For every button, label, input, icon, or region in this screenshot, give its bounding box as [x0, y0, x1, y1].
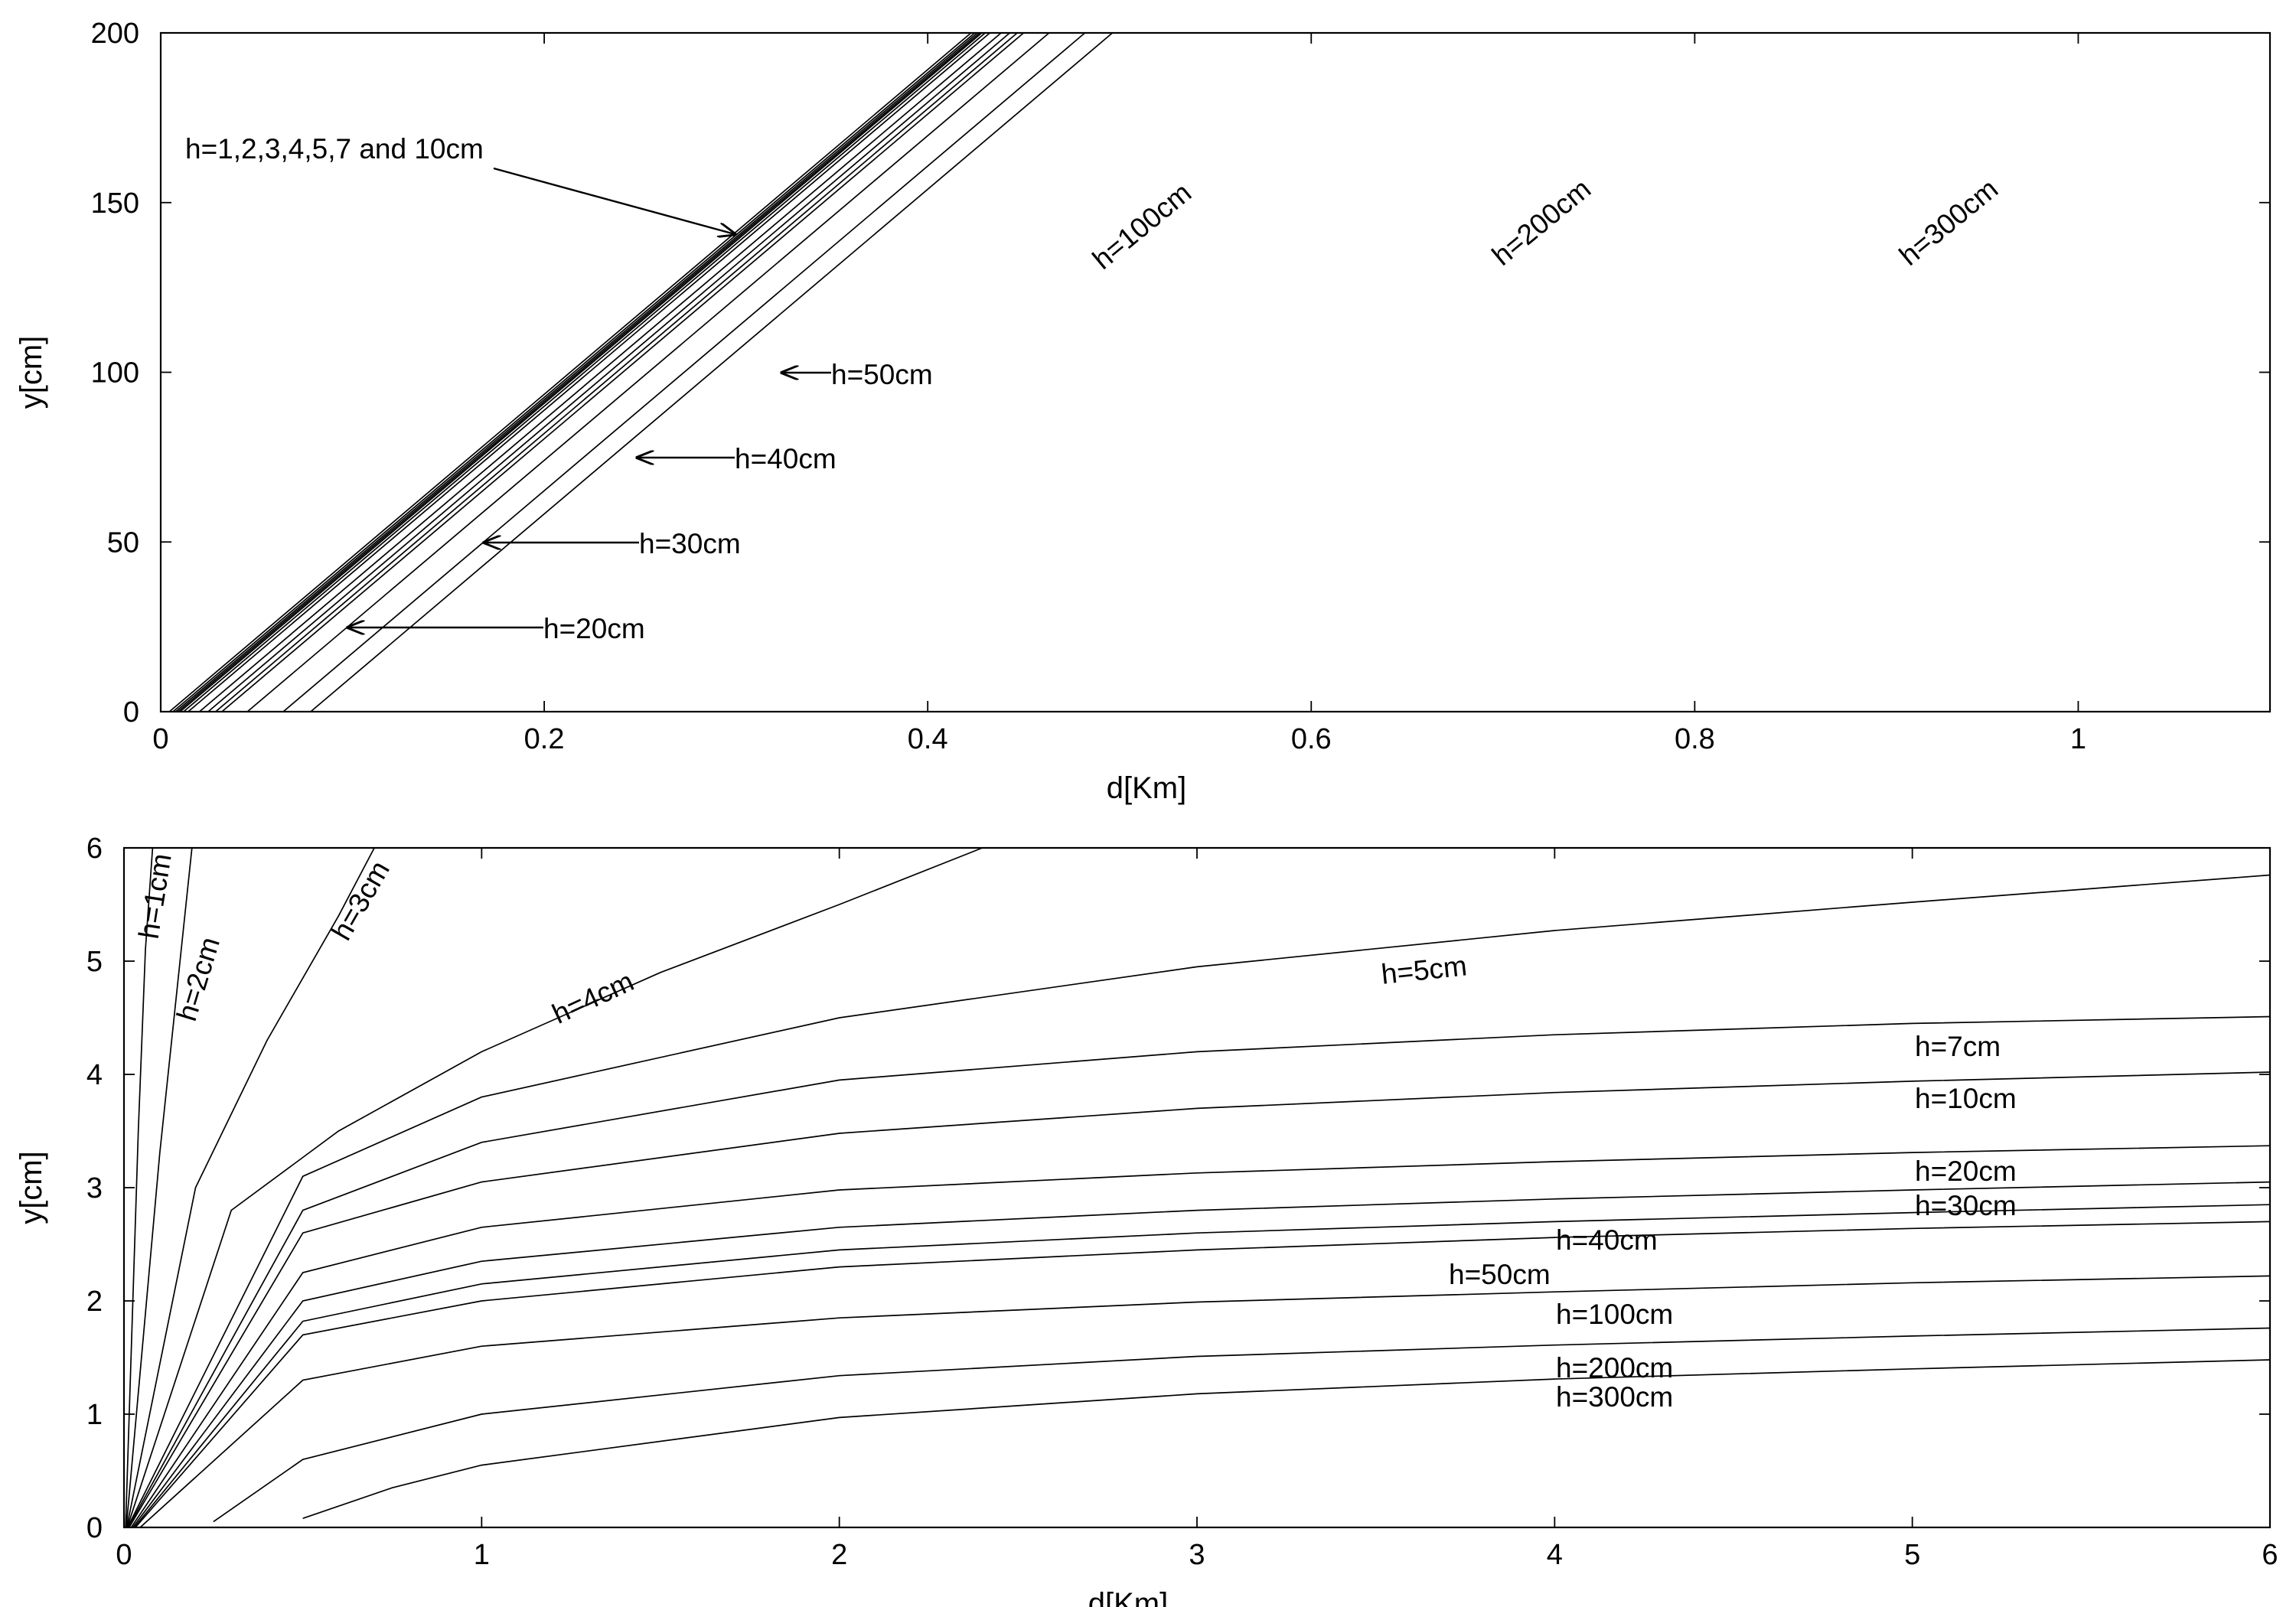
- x-tick-label: 0.6: [1291, 723, 1332, 755]
- y-tick-label: 1: [86, 1399, 103, 1431]
- annotation-label-h-30cm: h=30cm: [1915, 1190, 2017, 1221]
- annotation-label-h-40cm: h=40cm: [1556, 1224, 1658, 1256]
- x-tick-label: 6: [2262, 1539, 2278, 1571]
- y-tick-label: 0: [86, 1512, 103, 1544]
- x-tick-label: 3: [1189, 1539, 1205, 1571]
- annotation-label-h-20cm: h=20cm: [1915, 1156, 2017, 1187]
- plot-frame: [122, 846, 2272, 1529]
- series-group: [168, 33, 1114, 712]
- series-line-h-2cm: [172, 33, 976, 712]
- series-line-h-50cm: [135, 1221, 2270, 1527]
- x-tick-label: 0.8: [1675, 723, 1715, 755]
- x-tick-label: 0.4: [908, 723, 948, 755]
- x-axis-label: d[Km]: [1107, 771, 1186, 805]
- annotation-label-h-10cm: h=10cm: [1915, 1083, 2017, 1114]
- annotation-label-h-100cm: h=100cm: [1556, 1299, 1673, 1330]
- y-tick-label: 3: [86, 1172, 103, 1204]
- x-tick-label: 4: [1547, 1539, 1563, 1571]
- annotation-label-h-200cm: h=200cm: [1556, 1352, 1673, 1384]
- series-line-h-7cm: [183, 33, 986, 712]
- series-line-h-4cm: [126, 848, 983, 1527]
- series-line-h-10cm: [188, 33, 990, 712]
- y-tick-label: 50: [107, 526, 139, 559]
- series-line-h-50cm: [221, 33, 1025, 712]
- series-line-h-1cm: [168, 33, 972, 712]
- series-line-h-5cm: [179, 33, 983, 712]
- annotation-label-h-300cm: h=300cm: [1556, 1381, 1673, 1413]
- x-tick-label: 0: [152, 723, 168, 755]
- series-line-h-100cm: [246, 33, 1050, 712]
- annotation-label-h-1-2-3-4-5-7-and-10cm: h=1,2,3,4,5,7 and 10cm: [185, 133, 484, 165]
- annotation-label-h-4cm: h=4cm: [547, 965, 638, 1030]
- x-tick-label: 2: [831, 1539, 847, 1571]
- series-line-h-30cm: [132, 1181, 2270, 1527]
- y-axis-label: y[cm]: [15, 336, 48, 409]
- series-line-h-3cm: [174, 33, 978, 712]
- annotation-label-h-200cm: h=200cm: [1486, 173, 1596, 272]
- y-tick-label: 4: [86, 1059, 103, 1091]
- series-line-h-200cm: [213, 1327, 2270, 1523]
- x-tick-label: 1: [474, 1539, 490, 1571]
- series-line-h-3cm: [126, 848, 375, 1527]
- series-line-h-20cm: [130, 1145, 2270, 1527]
- series-line-h-300cm: [302, 1359, 2270, 1520]
- series-line-h-200cm: [282, 33, 1086, 712]
- annotation-label-h-300cm: h=300cm: [1893, 173, 2004, 272]
- y-tick-label: 0: [123, 696, 139, 729]
- annotation-arrow: [493, 167, 735, 234]
- x-tick-label: 0.2: [524, 723, 565, 755]
- y-axis-label: y[cm]: [15, 1151, 48, 1224]
- annotation-label-h-100cm: h=100cm: [1087, 177, 1197, 275]
- series-line-h-40cm: [133, 1204, 2270, 1527]
- series-line-h-20cm: [199, 33, 1002, 712]
- x-axis-label: d[Km]: [1088, 1587, 1168, 1607]
- annotation-label-h-5cm: h=5cm: [1380, 950, 1469, 989]
- series-line-h-7cm: [127, 1015, 2270, 1527]
- y-tick-label: 150: [91, 187, 139, 220]
- y-tick-label: 6: [86, 833, 103, 865]
- annotation-label-h-50cm: h=50cm: [831, 359, 933, 390]
- series-line-h-40cm: [215, 33, 1018, 712]
- series-line-h-100cm: [139, 1275, 2270, 1527]
- annotation-label-h-20cm: h=20cm: [543, 613, 645, 644]
- annotation-label-h-2cm: h=2cm: [171, 934, 226, 1025]
- annotation-label-h-40cm: h=40cm: [735, 443, 837, 474]
- y-tick-label: 2: [86, 1286, 103, 1318]
- annotation-label-h-30cm: h=30cm: [639, 528, 741, 559]
- x-tick-label: 0: [116, 1539, 132, 1571]
- annotation-label-h-50cm: h=50cm: [1449, 1259, 1551, 1290]
- series-line-h-2cm: [126, 848, 193, 1527]
- y-tick-label: 200: [91, 18, 139, 50]
- y-tick-label: 5: [86, 946, 103, 978]
- annotation-label-h-1cm: h=1cm: [133, 851, 178, 940]
- series-line-h-5cm: [126, 874, 2270, 1527]
- series-line-h-30cm: [207, 33, 1010, 712]
- series-group: [125, 848, 2270, 1527]
- series-line-h-1cm: [125, 848, 154, 1527]
- annotation-label-h-7cm: h=7cm: [1915, 1031, 2001, 1062]
- series-line-h-10cm: [128, 1071, 2270, 1527]
- x-tick-label: 1: [2070, 723, 2086, 755]
- x-tick-label: 5: [1904, 1539, 1920, 1571]
- y-tick-label: 100: [91, 357, 139, 390]
- series-line-h-300cm: [310, 33, 1114, 712]
- annotation-label-h-3cm: h=3cm: [325, 856, 396, 946]
- series-line-h-4cm: [177, 33, 980, 712]
- top-chart-panel: 0 0.2 0.4 0.6 0.8 1 0 50 100 150 200 d[Km] y[cm] h=1,…: [15, 18, 2272, 805]
